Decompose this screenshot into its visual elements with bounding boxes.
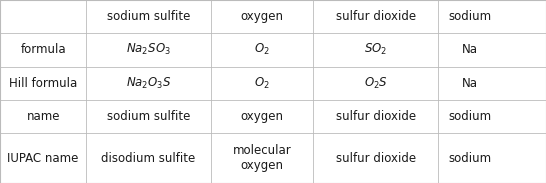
Text: oxygen: oxygen [241,110,283,123]
Text: $O_2$: $O_2$ [254,42,270,57]
Text: disodium sulfite: disodium sulfite [102,152,195,165]
Text: Hill formula: Hill formula [9,77,78,90]
Text: sodium sulfite: sodium sulfite [107,110,190,123]
Text: $Na_2SO_3$: $Na_2SO_3$ [126,42,171,57]
Text: sodium: sodium [449,152,491,165]
Text: Na: Na [462,77,478,90]
Text: oxygen: oxygen [241,10,283,23]
Text: $O_2S$: $O_2S$ [364,76,388,91]
Text: sulfur dioxide: sulfur dioxide [336,10,416,23]
Text: $O_2$: $O_2$ [254,76,270,91]
Text: sodium sulfite: sodium sulfite [107,10,190,23]
Text: name: name [26,110,60,123]
Text: molecular
oxygen: molecular oxygen [233,144,292,172]
Text: $Na_2O_3S$: $Na_2O_3S$ [126,76,171,91]
Text: IUPAC name: IUPAC name [8,152,79,165]
Text: sulfur dioxide: sulfur dioxide [336,110,416,123]
Text: formula: formula [20,43,66,56]
Text: sulfur dioxide: sulfur dioxide [336,152,416,165]
Text: sodium: sodium [449,110,491,123]
Text: Na: Na [462,43,478,56]
Text: sodium: sodium [449,10,491,23]
Text: $SO_2$: $SO_2$ [364,42,387,57]
